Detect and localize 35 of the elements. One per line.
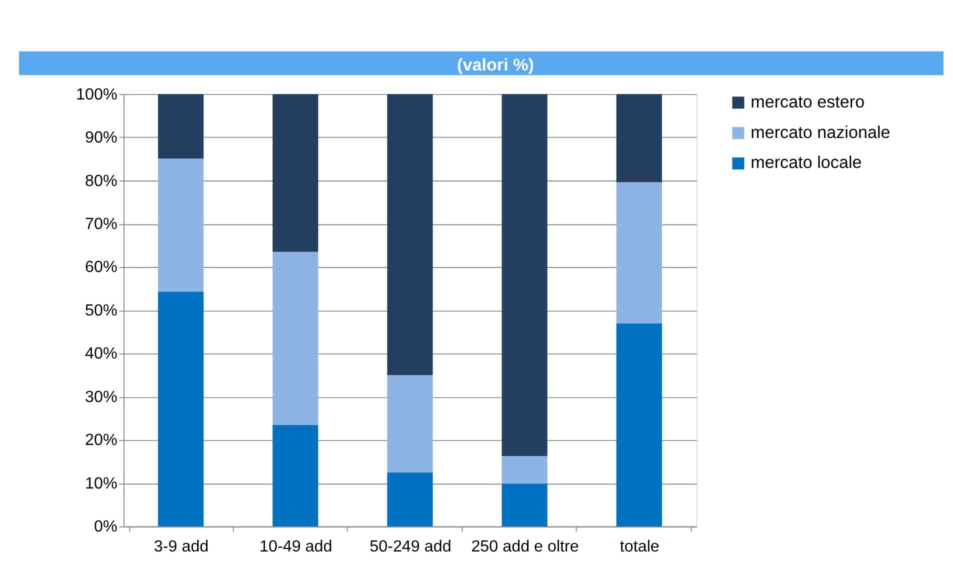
bar bbox=[387, 375, 433, 472]
bar bbox=[158, 158, 204, 292]
y-tick-label: 80% bbox=[85, 172, 118, 190]
y-tick-label: 0% bbox=[94, 518, 118, 536]
y-tick-label: 100% bbox=[76, 85, 118, 104]
bar bbox=[158, 94, 204, 159]
chart-title: (valori %) bbox=[457, 55, 534, 74]
x-tick-label: 10-49 add bbox=[260, 538, 332, 556]
bar bbox=[272, 424, 318, 526]
bar bbox=[272, 252, 318, 425]
y-tick-label: 50% bbox=[85, 301, 118, 320]
bar bbox=[616, 94, 662, 182]
legend-label: mercato nazionale bbox=[750, 122, 890, 142]
bar bbox=[616, 182, 662, 324]
bar bbox=[502, 456, 548, 484]
bar bbox=[616, 323, 662, 526]
y-tick-label: 90% bbox=[85, 128, 118, 147]
bar bbox=[502, 484, 548, 526]
y-tick-label: 10% bbox=[85, 474, 118, 492]
y-tick-label: 30% bbox=[85, 388, 118, 406]
y-tick-label: 20% bbox=[85, 431, 118, 450]
x-tick-label: totale bbox=[620, 538, 660, 556]
bar bbox=[387, 94, 433, 376]
legend-label: mercato estero bbox=[750, 92, 865, 112]
x-tick-label: 250 add e oltre bbox=[471, 538, 579, 556]
bar bbox=[387, 472, 433, 526]
bar bbox=[272, 94, 318, 252]
y-tick-label: 70% bbox=[85, 215, 118, 234]
x-tick-label: 50-249 add bbox=[370, 538, 452, 556]
legend-label: mercato locale bbox=[750, 153, 862, 172]
y-tick-label: 60% bbox=[85, 258, 118, 276]
x-tick-label: 3-9 add bbox=[154, 538, 209, 556]
bar bbox=[502, 94, 548, 456]
bar bbox=[158, 292, 204, 526]
y-tick-label: 40% bbox=[85, 344, 118, 363]
